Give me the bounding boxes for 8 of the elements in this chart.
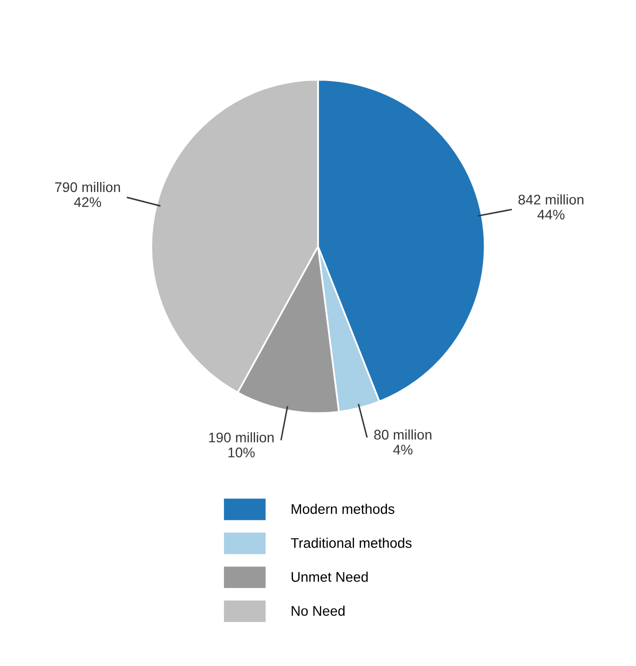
data-label: 80 million 4% [374, 429, 432, 455]
legend-label: Traditional methods [290, 538, 412, 548]
legend-label: Modern methods [292, 504, 394, 514]
legend-label: No Need [292, 606, 345, 616]
data-label: 190 million 10% [209, 432, 274, 458]
data-label: 790 million 42% [55, 182, 120, 208]
legend-label: Unmet Need [292, 572, 368, 582]
data-label: 842 million 44% [518, 194, 584, 220]
